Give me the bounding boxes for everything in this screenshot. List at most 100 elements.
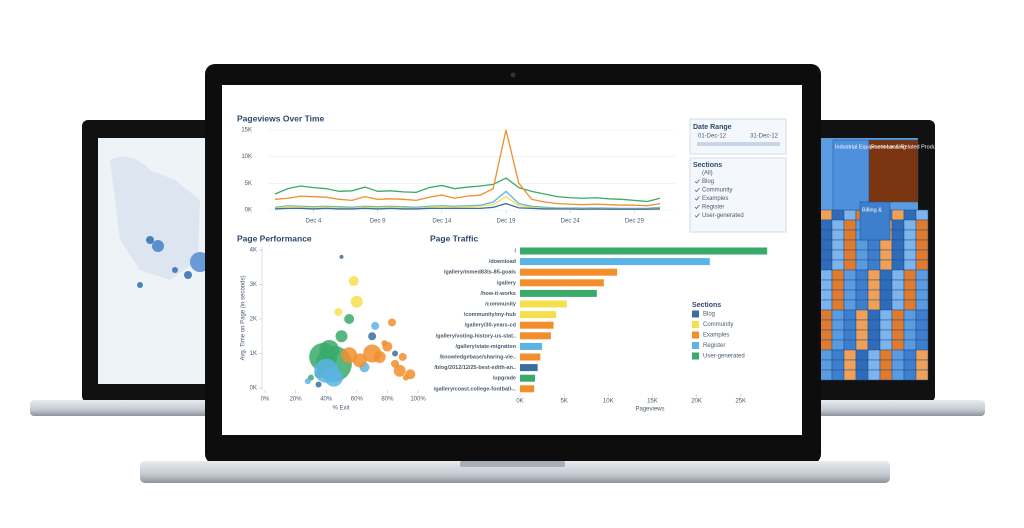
treemap-cell: [879, 239, 893, 251]
treemap-cell: [915, 239, 929, 251]
treemap-cell: [831, 209, 845, 221]
section-option[interactable]: Blog: [702, 179, 714, 185]
treemap-cell: [891, 339, 905, 351]
treemap-cell: [879, 319, 893, 331]
treemap-cell: [867, 259, 881, 271]
treemap-cell: [867, 249, 881, 261]
treemap-label: Billing &: [862, 207, 882, 213]
legend-label: Examples: [703, 333, 729, 339]
treemap-cell: [819, 259, 833, 271]
bubble: [334, 308, 343, 317]
treemap-cell: [855, 369, 869, 381]
x-tick-label: 20%: [290, 397, 303, 403]
bar-label: /download: [489, 259, 516, 265]
y-tick-label: 2K: [250, 317, 257, 323]
treemap-cell: [879, 289, 893, 301]
treemap-cell: [855, 359, 869, 371]
treemap-cell: [915, 309, 929, 321]
bar: [520, 332, 551, 340]
treemap-cell: [819, 299, 833, 311]
x-tick-label: 0K: [516, 399, 523, 405]
treemap-cell: [867, 369, 881, 381]
bubble: [398, 352, 407, 361]
x-tick-label: 15K: [647, 399, 658, 405]
treemap-cell: [891, 249, 905, 261]
bar-title: Page Traffic: [430, 233, 478, 243]
section-option[interactable]: User-generated: [702, 213, 744, 219]
treemap-cell: [843, 289, 857, 301]
treemap-cell: [915, 349, 929, 361]
treemap-cell: [891, 209, 905, 221]
bubble: [315, 381, 322, 388]
treemap-cell: [891, 319, 905, 331]
treemap-cell: [843, 269, 857, 281]
treemap-cell: [915, 249, 929, 261]
center-base: [140, 461, 890, 483]
section-option[interactable]: Examples: [702, 196, 728, 202]
treemap-cell: [855, 239, 869, 251]
treemap-cell: [831, 309, 845, 321]
treemap-cell: [819, 349, 833, 361]
legend-label: User-generated: [703, 354, 745, 360]
treemap-cell: [879, 369, 893, 381]
treemap-cell: [903, 239, 917, 251]
treemap-cell: [843, 229, 857, 241]
treemap-label: Industrial Equipment Leasing: [835, 144, 906, 150]
treemap-cell: [843, 349, 857, 361]
treemap-cell: [819, 289, 833, 301]
treemap-cell: [819, 239, 833, 251]
x-tick-label: Dec 14: [432, 219, 452, 225]
bubble: [393, 364, 406, 377]
treemap-cell: [831, 269, 845, 281]
treemap-cell: [859, 201, 891, 241]
bar: [520, 268, 618, 276]
treemap-cell: [867, 269, 881, 281]
date-slider[interactable]: [697, 142, 780, 146]
treemap-cell: [867, 279, 881, 291]
treemap-cell: [903, 269, 917, 281]
treemap-cell: [891, 359, 905, 371]
bar-label: /blog/2012/12/25-best-edith-an..: [434, 365, 516, 371]
treemap-cell: [867, 239, 881, 251]
treemap-cell: [855, 269, 869, 281]
treemap-cell: [879, 279, 893, 291]
treemap-cell: [868, 139, 919, 203]
treemap-cell: [915, 339, 929, 351]
treemap-cell: [819, 279, 833, 291]
bar: [520, 258, 710, 266]
treemap-cell: [855, 339, 869, 351]
treemap-cell: [867, 289, 881, 301]
date-end[interactable]: 31-Dec-12: [750, 134, 779, 140]
bubble: [350, 295, 363, 308]
treemap-cell: [891, 259, 905, 271]
section-option[interactable]: Register: [702, 205, 724, 211]
treemap-cell: [831, 279, 845, 291]
treemap-cell: [903, 369, 917, 381]
treemap-label: Footwear & Related Products Retail: [871, 144, 958, 150]
treemap-cell: [903, 299, 917, 311]
treemap-cell: [915, 279, 929, 291]
bar: [520, 342, 543, 350]
legend-label: Community: [703, 322, 733, 328]
treemap-cell: [903, 349, 917, 361]
checkmark: [694, 179, 700, 184]
treemap-cell: [915, 359, 929, 371]
section-option[interactable]: Community: [702, 188, 732, 194]
treemap-cell: [879, 339, 893, 351]
treemap-cell: [832, 139, 870, 211]
x-axis-label: % Exit: [332, 406, 349, 412]
treemap-cell: [915, 259, 929, 271]
treemap-cell: [819, 229, 833, 241]
bubble: [339, 254, 344, 259]
bubble: [405, 369, 416, 380]
bar: [520, 289, 597, 297]
treemap-cell: [831, 359, 845, 371]
treemap-cell: [903, 329, 917, 341]
treemap-cell: [855, 289, 869, 301]
section-option[interactable]: (All): [702, 171, 713, 177]
map-bubble: [152, 240, 164, 252]
treemap-cell: [903, 209, 917, 221]
bubble: [387, 318, 396, 327]
camera: [510, 72, 516, 78]
date-start[interactable]: 01-Dec-12: [698, 134, 727, 140]
